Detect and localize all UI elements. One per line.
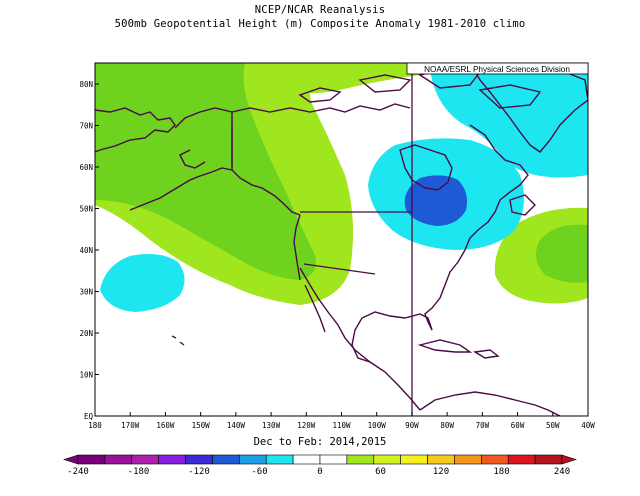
lat-label: 70N — [79, 122, 93, 131]
coast-labrador — [469, 124, 529, 239]
coast-siberia — [95, 107, 176, 153]
lon-label: 40W — [581, 421, 595, 430]
colorbar-min-arrow — [63, 454, 79, 465]
colorbar-label: 240 — [554, 467, 570, 477]
time-period: Dec to Feb: 2014,2015 — [253, 436, 387, 448]
colorbar-box — [212, 454, 240, 465]
lon-label: 140W — [227, 421, 246, 430]
negative-anomaly-subtropical-pacific — [100, 254, 185, 312]
coast-arctic-canada — [231, 103, 411, 113]
colorbar-box — [158, 454, 186, 465]
colorbar-max-arrow — [561, 454, 577, 465]
colorbar-box — [507, 454, 536, 465]
coast-us-west — [293, 214, 301, 281]
colorbar-label: -180 — [128, 467, 150, 477]
boundaries — [231, 63, 413, 416]
colorbar-label: -60 — [251, 467, 267, 477]
coast-hawaii — [171, 335, 185, 346]
lat-label: 80N — [79, 80, 93, 89]
lon-label: 100W — [368, 421, 387, 430]
colorbar-box — [534, 454, 563, 465]
lon-label: 60W — [511, 421, 525, 430]
colorbar-box — [427, 454, 455, 465]
longitude-axis: 180 170W 160W 150W 140W 130W 120W 110W 100W 90W 80… — [88, 412, 595, 430]
lat-label: 50N — [79, 205, 93, 214]
lat-label: 30N — [79, 288, 93, 297]
lon-label: 160W — [156, 421, 175, 430]
lon-label: 170W — [121, 421, 140, 430]
positive-anomaly-pacific-core — [95, 63, 316, 280]
colorbar-label: -240 — [67, 467, 89, 477]
coast-mexico — [299, 267, 421, 411]
coast-archipelago — [298, 67, 542, 109]
colorbar-box — [77, 454, 106, 465]
lon-label: 150W — [192, 421, 211, 430]
lon-label: 90W — [405, 421, 419, 430]
negative-anomaly-arctic — [430, 63, 588, 178]
colorbar-box — [104, 454, 133, 465]
lon-label: 80W — [440, 421, 454, 430]
lon-label: 180 — [88, 421, 102, 430]
lon-label: 70W — [476, 421, 490, 430]
lat-label: 60N — [79, 163, 93, 172]
anomaly-map: NOAA/ESRL Physical Sciences Division 80N… — [79, 62, 595, 430]
latitude-axis: 80N 70N 60N 50N 40N 30N 20N 10N EQ — [79, 80, 99, 421]
colorbar-box — [131, 454, 159, 465]
chart-subtitle: 500mb Geopotential Height (m) Composite … — [114, 18, 526, 30]
colorbar-box — [185, 454, 213, 465]
lat-label: 40N — [79, 246, 93, 255]
colorbar-box — [319, 454, 348, 465]
credit-text: NOAA/ESRL Physical Sciences Division — [424, 65, 570, 74]
negative-anomaly-central-core — [404, 175, 467, 226]
lat-label: EQ — [84, 412, 94, 421]
colorbar-boxes — [63, 454, 577, 465]
lon-label: 120W — [297, 421, 316, 430]
credit-box — [406, 62, 589, 75]
colorbar-box — [239, 454, 267, 465]
colorbar-labels: -240 -180 -120 -60 0 60 120 180 240 — [67, 467, 570, 477]
colorbar-box — [292, 454, 321, 465]
colorbar-box — [400, 454, 428, 465]
colorbar-label: 60 — [375, 467, 386, 477]
lat-label: 10N — [79, 371, 93, 380]
lat-label: 20N — [79, 329, 93, 338]
anomaly-fields — [95, 63, 588, 312]
coast-south-america — [419, 391, 561, 416]
chart-title: NCEP/NCAR Reanalysis — [254, 4, 386, 16]
lon-label: 130W — [262, 421, 281, 430]
us-mexico-border — [303, 263, 376, 275]
colorbar-box — [454, 454, 482, 465]
colorbar-label: 0 — [317, 467, 322, 477]
coast-hudson-bay — [399, 144, 453, 191]
coast-hispaniola — [472, 349, 500, 359]
coast-greenland — [469, 63, 588, 153]
colorbar-label: 120 — [433, 467, 449, 477]
colorbar-label: 180 — [493, 467, 509, 477]
colorbar-box — [481, 454, 509, 465]
coastlines — [95, 63, 588, 416]
coast-cuba — [417, 339, 473, 353]
coast-alaska — [129, 107, 301, 216]
colorbar-box — [373, 454, 401, 465]
colorbar-box — [265, 454, 294, 465]
coast-baja — [304, 284, 326, 333]
lon-label: 50W — [546, 421, 560, 430]
colorbar-label: -120 — [188, 467, 210, 477]
lon-label: 110W — [332, 421, 351, 430]
positive-anomaly-atlantic-core — [536, 224, 588, 283]
colorbar-box — [346, 454, 375, 465]
coast-newfoundland — [509, 194, 536, 216]
